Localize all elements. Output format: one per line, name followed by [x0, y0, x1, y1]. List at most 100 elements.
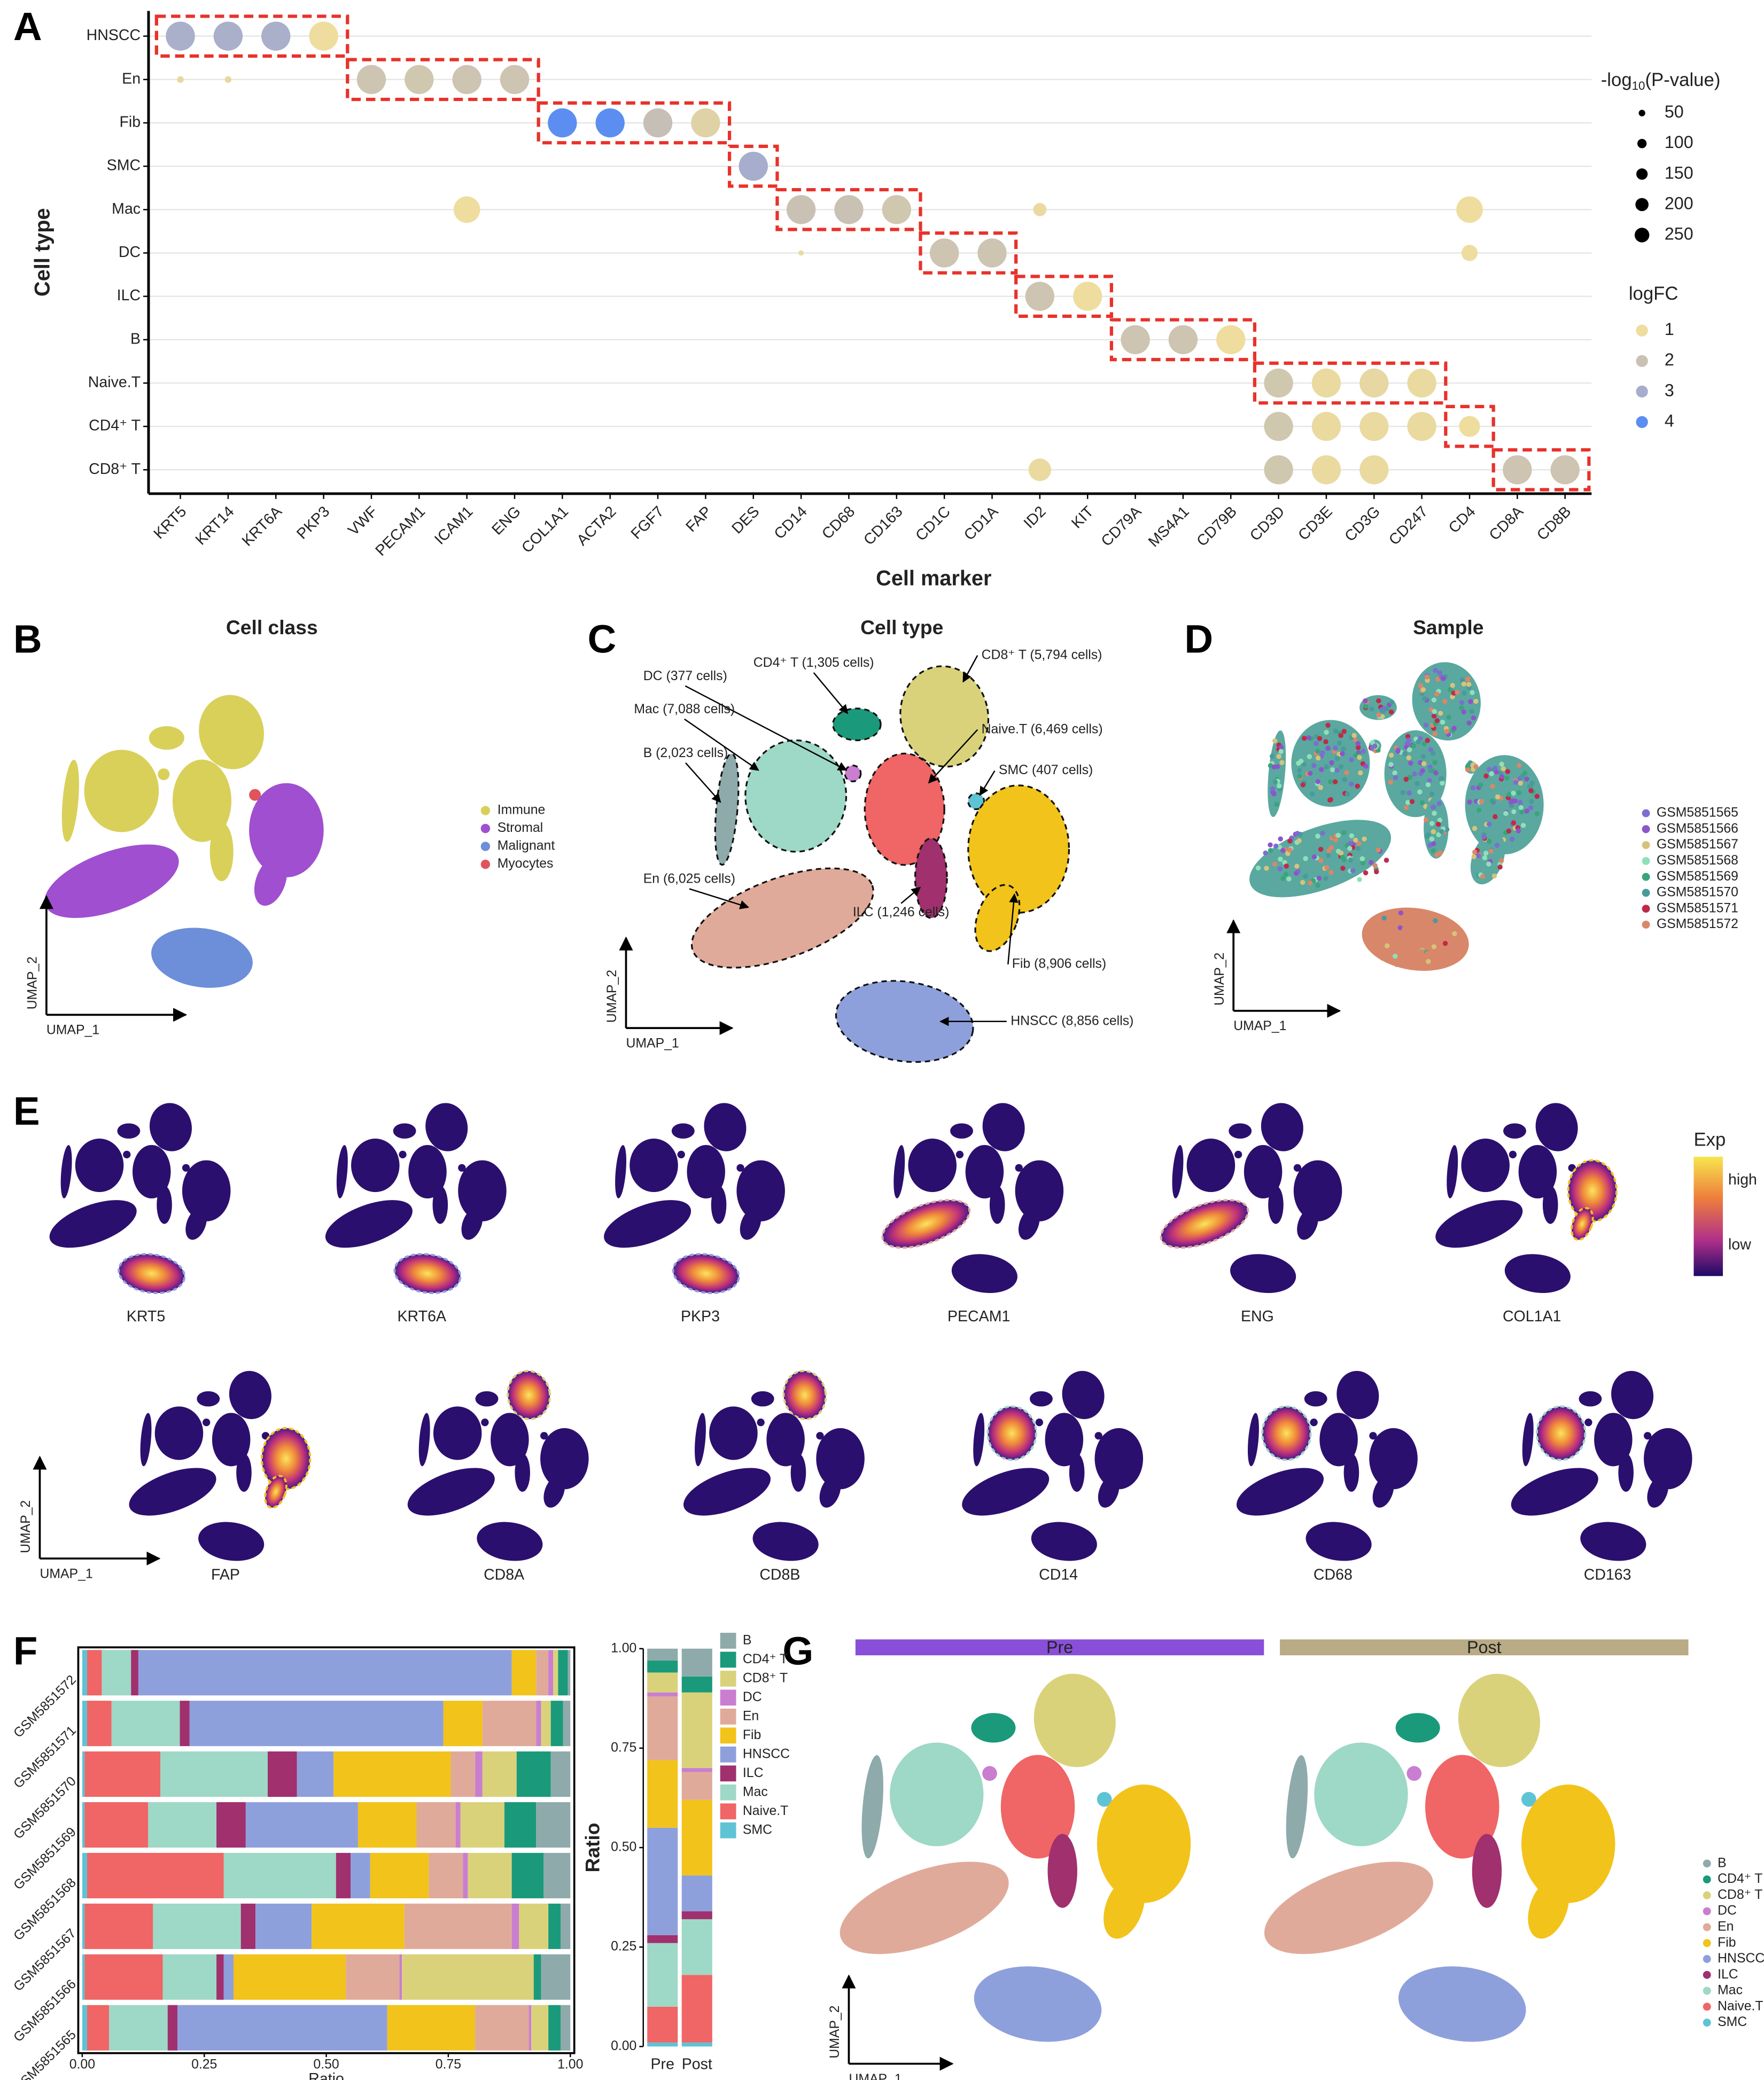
cell-point [1376, 847, 1381, 853]
cell-point [1433, 918, 1438, 923]
cluster [1015, 1164, 1023, 1172]
cluster [816, 1432, 824, 1440]
cell-point [1308, 881, 1313, 886]
legend-label: CD4⁺ T [743, 1652, 788, 1666]
size-legend-dot [1635, 198, 1649, 212]
cluster [172, 759, 232, 842]
umap-axis-y-label: UMAP_2 [828, 2005, 842, 2058]
cluster [1472, 1834, 1502, 1908]
color-legend-label: 2 [1665, 350, 1674, 369]
legend-label: SMC [1718, 2015, 1747, 2029]
bar-segment [568, 1650, 571, 1696]
cell-point [1400, 790, 1405, 796]
cell-point [1334, 768, 1340, 773]
cell-point [1447, 937, 1452, 942]
cell-point [1466, 682, 1472, 687]
bar-segment [223, 1852, 336, 1898]
cell-point [1516, 828, 1521, 833]
cell-point [1324, 764, 1329, 769]
cell-point [1318, 846, 1324, 852]
cluster [973, 1413, 985, 1467]
legend-dot [1703, 1875, 1711, 1884]
cluster [1094, 1428, 1144, 1490]
condition-label: Pre [1046, 1638, 1073, 1657]
cell-point [1272, 779, 1278, 785]
bar-segment [531, 2005, 549, 2051]
legend-swatch [720, 1708, 736, 1725]
y-tick-label: B [130, 330, 141, 347]
umap-axis-y-label: UMAP_2 [26, 956, 40, 1009]
cluster [1033, 1673, 1116, 1767]
cluster [967, 784, 1070, 914]
cluster [1570, 1206, 1594, 1241]
cluster [1160, 1199, 1249, 1249]
cell-point [1428, 938, 1434, 944]
cluster [1522, 1413, 1534, 1467]
cell-point [1469, 708, 1475, 714]
cluster [744, 739, 848, 853]
size-legend-title-part: 10 [1632, 79, 1645, 92]
cluster [695, 1413, 706, 1467]
cell-point [1379, 920, 1385, 925]
cluster [1647, 1476, 1669, 1508]
dot [1264, 455, 1293, 485]
y-tick-label: En [122, 70, 141, 87]
cluster [1314, 1742, 1408, 1847]
dot [1264, 368, 1293, 398]
legend-swatch [720, 1727, 736, 1744]
feature-label: CD163 [1584, 1567, 1631, 1584]
cluster [1521, 1785, 1615, 1903]
feature-label: PECAM1 [947, 1308, 1010, 1325]
x-tick-label: ACTA2 [573, 503, 619, 549]
legend-dot [1703, 1970, 1711, 1979]
legend-dot [1703, 1986, 1711, 1995]
size-legend-label: 50 [1665, 102, 1684, 121]
cell-point [1430, 751, 1436, 756]
cell-point [1506, 828, 1512, 834]
cell-point [1424, 951, 1430, 956]
feature-label: KRT6A [398, 1308, 446, 1325]
cell-point [1372, 863, 1378, 868]
bar-segment [647, 1827, 678, 1935]
legend-dot [480, 859, 491, 869]
cell-point [1324, 865, 1330, 870]
bar-segment [245, 1802, 358, 1848]
y-axis-title: Ratio [581, 1822, 604, 1872]
cell-point [1410, 950, 1416, 956]
cell-point [1493, 765, 1498, 771]
cluster [158, 768, 170, 781]
cell-point [1404, 952, 1410, 957]
dot [977, 238, 1007, 268]
cluster [540, 1432, 548, 1440]
x-tick-label: CD247 [1386, 503, 1431, 548]
cluster [1511, 1468, 1598, 1516]
cell-point [1440, 719, 1446, 725]
cell-point [1348, 857, 1354, 863]
bar-segment [82, 2005, 88, 2051]
highlight-box [1109, 318, 1257, 362]
cluster [203, 1419, 211, 1427]
bar-segment [402, 1954, 534, 2000]
dot [739, 151, 768, 181]
dot [1264, 411, 1293, 441]
cell-point [1462, 690, 1467, 696]
cell-point [1296, 838, 1302, 844]
cluster [325, 1200, 413, 1248]
cell-point [1506, 792, 1512, 797]
cluster [1098, 1476, 1120, 1508]
bar-segment [84, 1751, 161, 1797]
legend-label: B [1718, 1856, 1727, 1870]
cluster [1395, 1713, 1440, 1743]
cell-point [1361, 749, 1366, 754]
legend-label: Mac [1718, 1983, 1743, 1998]
dot [1407, 368, 1436, 398]
cell-point [1480, 874, 1486, 879]
bar-segment [647, 1661, 678, 1673]
color-legend-dot [1636, 324, 1648, 337]
cell-point [1426, 955, 1432, 960]
cell-point [1348, 840, 1353, 846]
bar-segment [647, 1696, 678, 1760]
cell-point [1455, 690, 1460, 695]
cell-point [1294, 863, 1300, 869]
cell-point [1425, 832, 1431, 838]
